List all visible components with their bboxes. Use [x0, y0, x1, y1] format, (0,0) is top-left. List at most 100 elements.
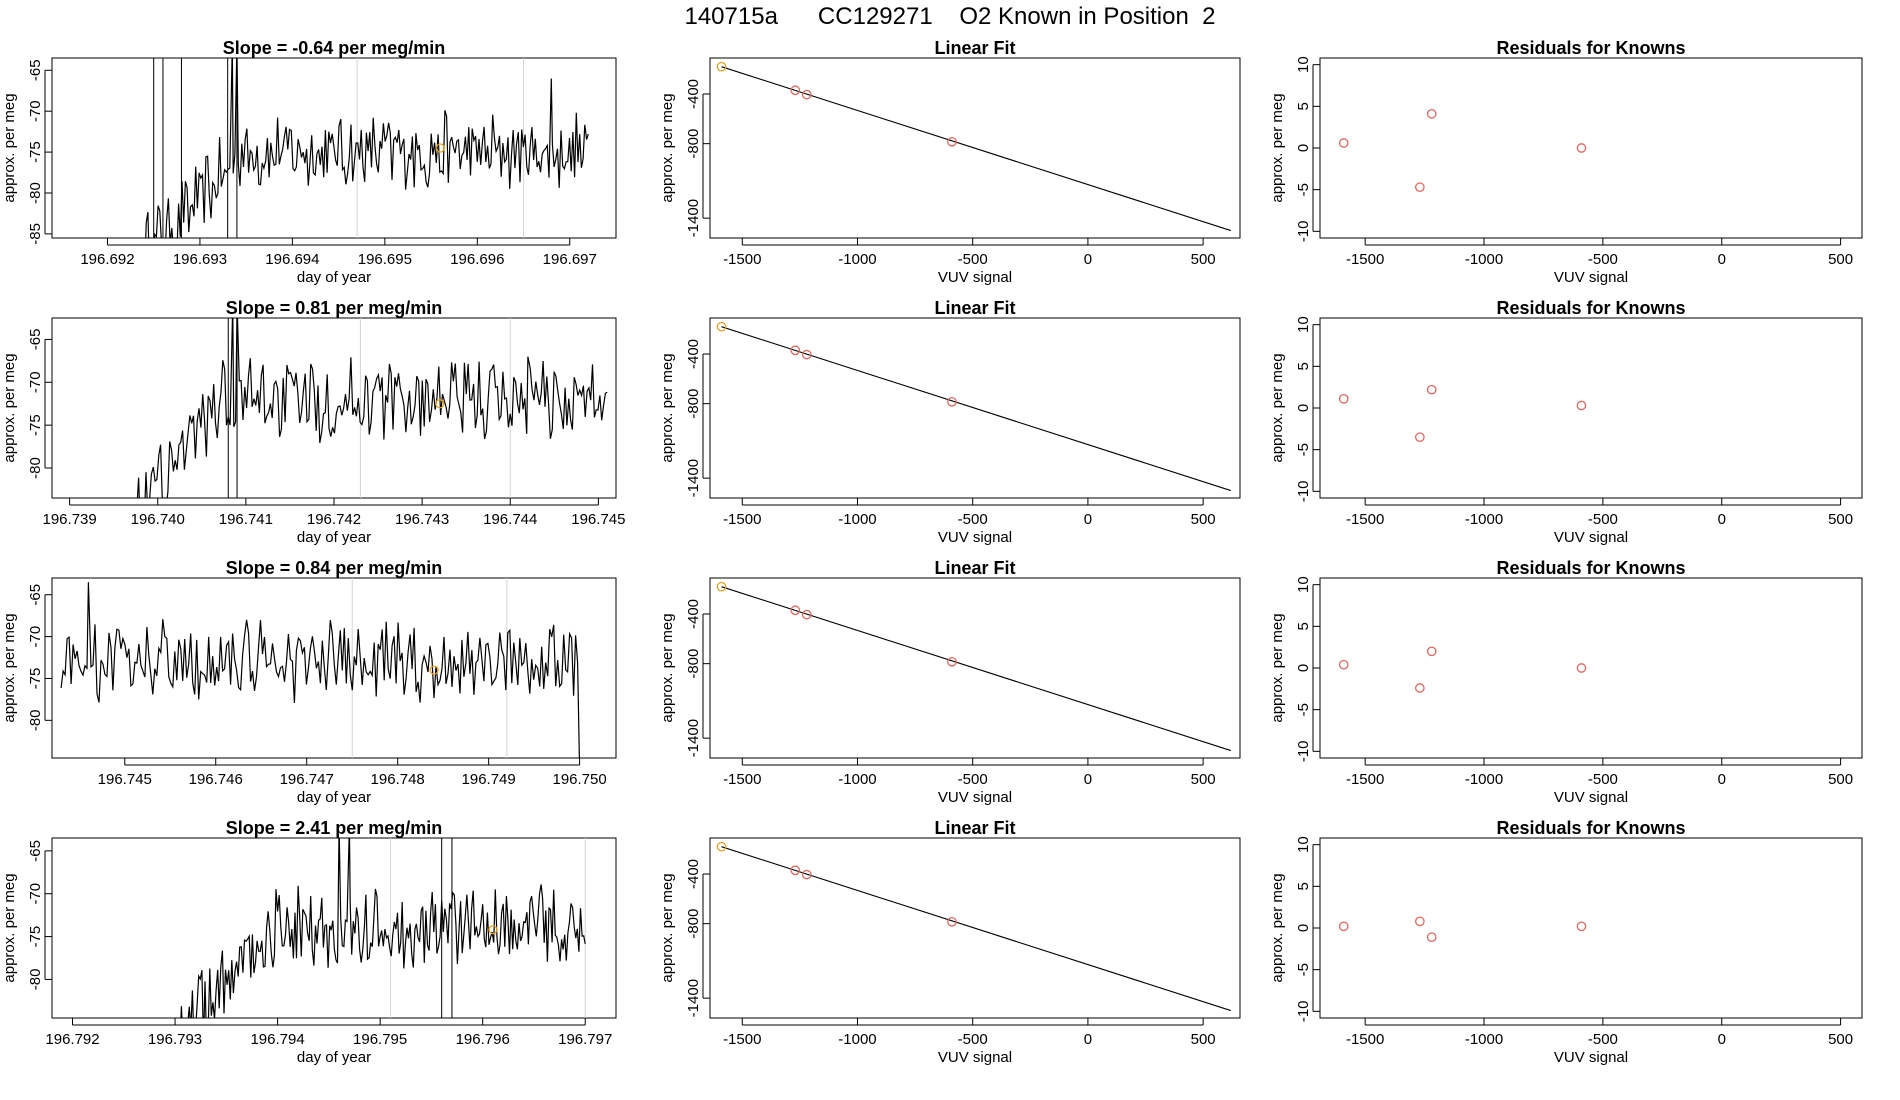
x-axis-label: VUV signal: [1554, 1049, 1628, 1066]
x-axis-label: VUV signal: [938, 1049, 1012, 1066]
plot-frame: [51, 57, 617, 239]
x-tick-label: -500: [958, 1031, 988, 1048]
y-tick-label: -80: [27, 457, 44, 479]
x-tick-label: -1000: [1465, 1031, 1503, 1048]
data-trace: [136, 318, 608, 498]
x-axis: 196.739 196.740 196.741 196.742 196.743 196.7…: [43, 498, 625, 546]
y-tick-label: -400: [685, 599, 702, 629]
x-tick-label: -500: [958, 511, 988, 528]
y-axis-label: approx. per meg: [1269, 873, 1286, 982]
y-tick-label: -800: [685, 129, 702, 159]
y-axis-label: approx. per meg: [1269, 353, 1286, 462]
x-tick-label: 196.739: [43, 511, 97, 528]
known-point: [1426, 932, 1437, 943]
y-tick-label: -10: [1295, 220, 1312, 242]
page-title: 140715a CC129271 O2 Known in Position 2: [684, 3, 1216, 30]
x-tick-label: -1500: [1346, 771, 1384, 788]
x-axis-label: day of year: [297, 1049, 371, 1066]
fit-line: [721, 846, 1231, 1012]
plot-frame: [1319, 57, 1863, 239]
x-tick-label: 0: [1084, 1031, 1092, 1048]
y-axis: -80 -75 -70 -65 approx. per meg: [1, 840, 52, 990]
y-axis: -400 -800 -1400 approx. per meg: [659, 79, 710, 237]
y-tick-label: -800: [685, 649, 702, 679]
panel-title: Slope = 0.84 per meg/min: [226, 558, 443, 578]
x-tick-label: 0: [1718, 771, 1726, 788]
y-axis-label: approx. per meg: [1, 93, 18, 202]
x-tick-label: 196.796: [456, 1031, 510, 1048]
plot-frame: [1319, 837, 1863, 1019]
linear-fit-4: Linear Fit -1500 -1000 -500 0 500 VUV signal -4…: [659, 818, 1241, 1066]
current-point: [488, 925, 498, 935]
x-axis-label: VUV signal: [938, 529, 1012, 546]
y-axis: -400 -800 -1400 approx. per meg: [659, 859, 710, 1017]
x-tick-label: -500: [958, 251, 988, 268]
y-tick-label: -5: [1295, 183, 1312, 196]
y-axis-label: approx. per meg: [1, 873, 18, 982]
plot-area: [136, 318, 608, 498]
x-axis-label: day of year: [297, 789, 371, 806]
known-point: [1426, 646, 1437, 657]
y-tick-label: -400: [685, 79, 702, 109]
known-point: [801, 609, 812, 620]
x-tick-label: -1000: [1465, 771, 1503, 788]
x-axis: -1500 -1000 -500 0 500 VUV signal: [1346, 1018, 1853, 1066]
x-tick-label: 500: [1191, 771, 1216, 788]
x-axis-label: day of year: [297, 529, 371, 546]
y-axis: -400 -800 -1400 approx. per meg: [659, 599, 710, 757]
y-axis-label: approx. per meg: [659, 613, 676, 722]
x-axis: -1500 -1000 -500 0 500 VUV signal: [1346, 238, 1853, 286]
x-tick-label: 0: [1718, 251, 1726, 268]
plot-frame: [709, 57, 1241, 239]
y-tick-label: -80: [27, 709, 44, 731]
x-axis: 196.792 196.793 196.794 196.795 196.796 196.7…: [45, 1018, 612, 1066]
y-tick-label: 5: [1295, 882, 1312, 890]
x-tick-label: 196.750: [552, 771, 606, 788]
x-tick-label: -1500: [723, 251, 761, 268]
known-point: [1414, 432, 1425, 443]
x-axis: -1500 -1000 -500 0 500 VUV signal: [723, 1018, 1216, 1066]
x-axis: -1500 -1000 -500 0 500 VUV signal: [723, 758, 1216, 806]
x-tick-label: 196.696: [450, 251, 504, 268]
y-tick-label: -70: [27, 883, 44, 905]
x-tick-label: 196.795: [353, 1031, 407, 1048]
known-point: [1426, 384, 1437, 395]
y-axis: -400 -800 -1400 approx. per meg: [659, 339, 710, 497]
x-tick-label: 500: [1828, 251, 1853, 268]
plot-area: [180, 838, 586, 1018]
known-point: [1576, 663, 1587, 673]
y-tick-label: -10: [1295, 1000, 1312, 1022]
x-tick-label: 196.745: [98, 771, 152, 788]
y-axis: -80 -75 -70 -65 approx. per meg: [1, 584, 52, 731]
y-tick-label: -65: [27, 59, 44, 81]
known-point: [947, 136, 957, 147]
panel-title: Linear Fit: [934, 558, 1015, 578]
x-tick-label: 196.692: [80, 251, 134, 268]
known-point: [1576, 921, 1587, 932]
x-tick-label: 196.693: [173, 251, 227, 268]
known-point: [947, 396, 957, 407]
x-axis: 196.692 196.693 196.694 196.695 196.696 196.6…: [80, 238, 597, 286]
y-tick-label: -80: [27, 969, 44, 991]
x-tick-label: 196.745: [571, 511, 625, 528]
y-tick-label: -75: [27, 926, 44, 948]
plot-area: [60, 578, 580, 758]
y-tick-label: 0: [1295, 924, 1312, 932]
current-point: [429, 665, 439, 675]
x-tick-label: 196.793: [148, 1031, 202, 1048]
known-point: [1576, 143, 1587, 153]
x-tick-label: 196.695: [358, 251, 412, 268]
x-tick-label: 196.746: [189, 771, 243, 788]
y-tick-label: 5: [1295, 362, 1312, 370]
x-tick-label: 196.740: [131, 511, 185, 528]
fit-line: [721, 326, 1231, 492]
x-axis: -1500 -1000 -500 0 500 VUV signal: [723, 238, 1216, 286]
x-tick-label: 196.743: [395, 511, 449, 528]
x-tick-label: -500: [1588, 251, 1618, 268]
y-tick-label: -800: [685, 909, 702, 939]
y-tick-label: -800: [685, 389, 702, 419]
plot-frame: [1319, 577, 1863, 759]
